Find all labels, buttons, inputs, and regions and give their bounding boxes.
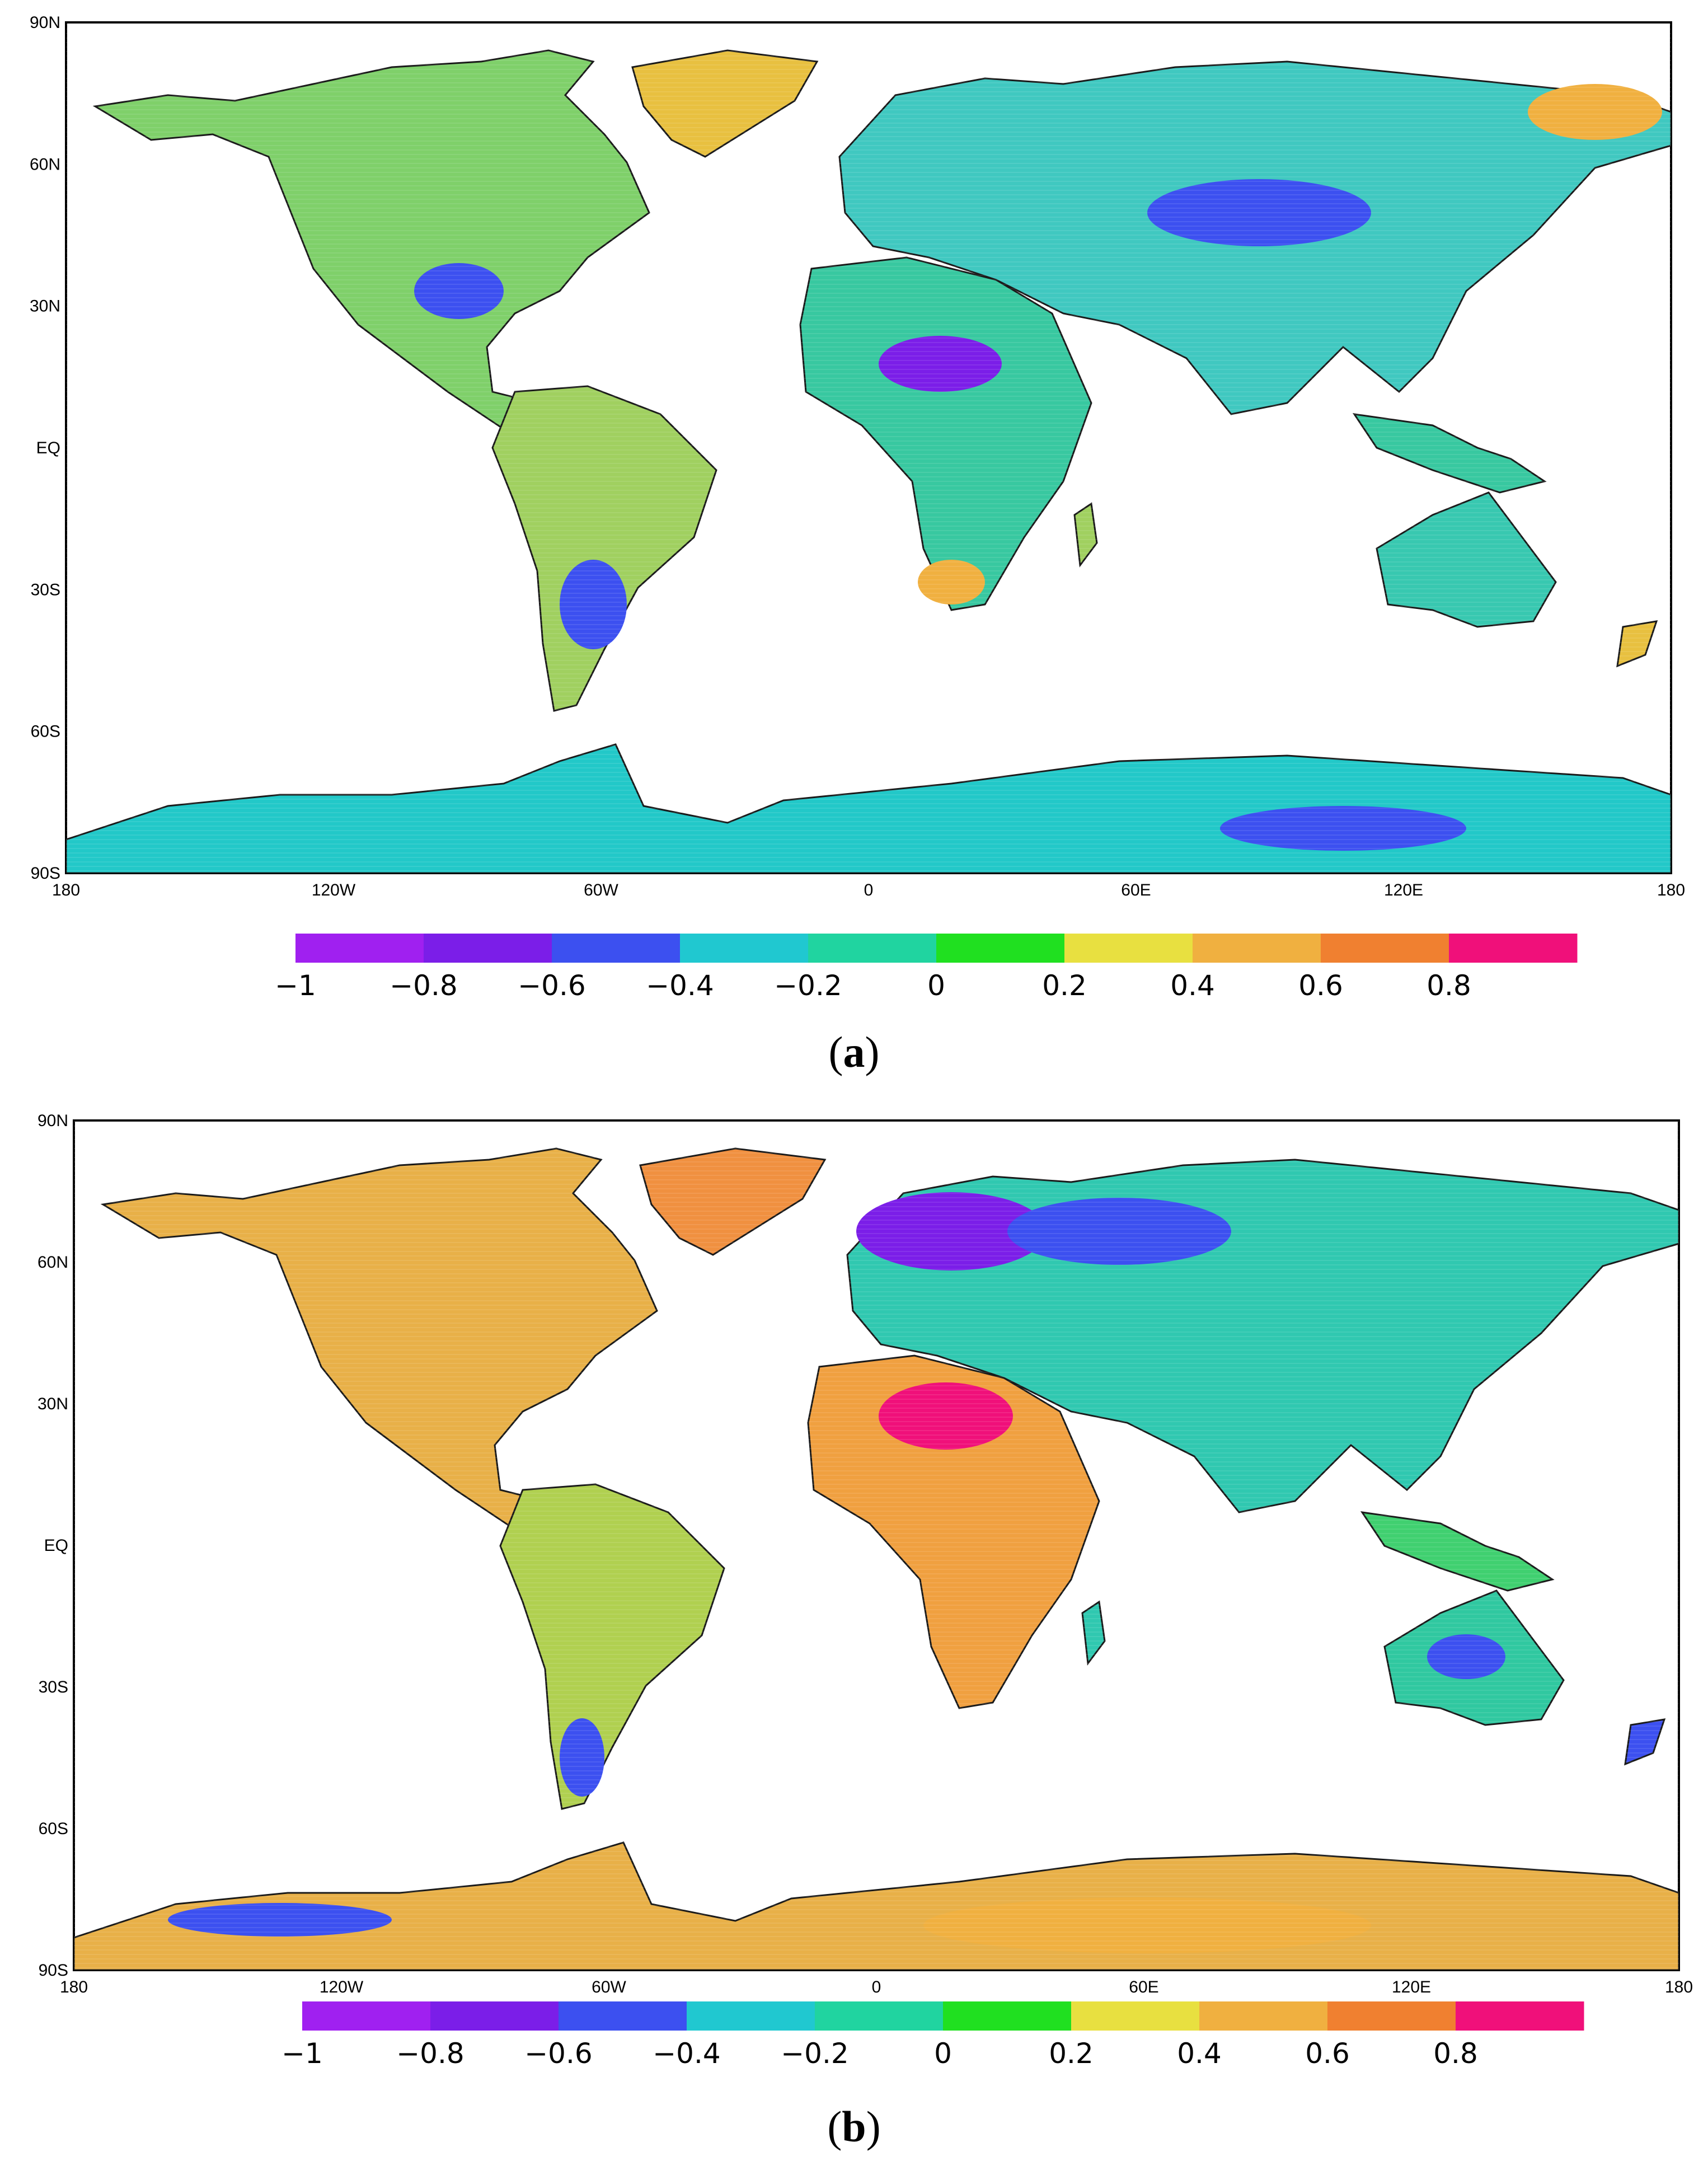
colorbar-label: 0.6 <box>1298 969 1343 1002</box>
panel-label-b: (b) <box>827 2102 881 2151</box>
colorbar-label: 0.2 <box>1042 969 1087 1002</box>
colorbar-label: 0.8 <box>1433 2037 1478 2070</box>
colorbar-swatch <box>815 2001 944 2031</box>
colorbar-label: −0.2 <box>774 969 842 1002</box>
colorbar-label: −1 <box>281 2037 323 2070</box>
colorbar-label: 0.4 <box>1177 2037 1222 2070</box>
colorbar-label: 0.4 <box>1170 969 1215 1002</box>
colorbar-label: 0 <box>927 969 945 1002</box>
lon-tick-label: 60E <box>1121 881 1151 899</box>
panel-label-a: (a) <box>828 1028 880 1076</box>
colorbar-swatch <box>808 934 937 963</box>
map-panel-b: 180 120W 60W 0 60E 120E 180 90N 60N 30N EQ 30S 60S 9… <box>0 1097 1708 2180</box>
colorbar-label: −0.6 <box>518 969 585 1002</box>
continents-a <box>66 22 1671 873</box>
lat-tick-label: 30S <box>39 1678 68 1696</box>
colorbar-swatch <box>680 934 809 963</box>
lat-tick-label: 90N <box>37 1112 68 1130</box>
colorbar-swatch <box>687 2001 815 2031</box>
colorbar-label: −0.8 <box>390 969 457 1002</box>
lon-tick-label: 60W <box>592 1978 626 1996</box>
lon-tick-labels-a: 180 120W 60W 0 60E 120E 180 <box>52 881 1685 899</box>
lat-tick-label: 90S <box>31 864 60 883</box>
colorbar-swatch <box>1193 934 1321 963</box>
lon-tick-label: 180 <box>1657 881 1685 899</box>
colorbar-label: −0.4 <box>646 969 714 1002</box>
lat-tick-labels-a: 90N 60N 30N EQ 30S 60S 90S <box>30 13 60 883</box>
colorbar-swatch <box>552 934 681 963</box>
colorbar-swatch <box>1064 934 1193 963</box>
colorbar-swatch <box>1449 934 1578 963</box>
colorbar-a: −1 −0.8 −0.6 −0.4 −0.2 0 0.2 0.4 0.6 0.8 <box>275 934 1578 1002</box>
lon-tick-label: 180 <box>60 1978 88 1996</box>
lat-tick-label: 90S <box>39 1961 68 1980</box>
lat-tick-label: 30S <box>31 580 60 599</box>
lat-tick-label: 60S <box>31 723 60 741</box>
lon-tick-label: 120E <box>1384 881 1423 899</box>
colorbar-label: 0.8 <box>1427 969 1471 1002</box>
lat-tick-labels-b: 90N 60N 30N EQ 30S 60S 90S <box>37 1112 68 1980</box>
colorbar-label: 0.2 <box>1049 2037 1094 2070</box>
colorbar-swatch <box>430 2001 559 2031</box>
lat-tick-label: 60N <box>37 1253 68 1272</box>
lat-tick-label: 60N <box>30 155 60 174</box>
lat-tick-label: 90N <box>30 13 60 32</box>
lon-tick-label: 120W <box>320 1978 364 1996</box>
colorbar-swatch <box>1321 934 1449 963</box>
land-texture-b <box>74 1121 1679 1970</box>
lon-tick-label: 180 <box>52 881 80 899</box>
colorbar-swatch <box>559 2001 687 2031</box>
lon-tick-label: 60E <box>1129 1978 1158 1996</box>
lon-tick-label: 120W <box>312 881 356 899</box>
lon-tick-labels-b: 180 120W 60W 0 60E 120E 180 <box>60 1978 1693 1996</box>
colorbar-swatch <box>1071 2001 1200 2031</box>
colorbar-swatch <box>295 934 424 963</box>
lon-tick-label: 180 <box>1665 1978 1693 1996</box>
lat-tick-label: EQ <box>36 439 60 457</box>
map-a-svg: 180 120W 60W 0 60E 120E 180 90N60N30NEQ30S60S9… <box>30 13 1685 1002</box>
lon-tick-label: 0 <box>864 881 874 899</box>
colorbar-swatch <box>1199 2001 1328 2031</box>
colorbar-swatch <box>943 2001 1072 2031</box>
colorbar-swatch <box>936 934 1065 963</box>
lon-tick-label: 60W <box>584 881 618 899</box>
colorbar-b: −1 −0.8 −0.6 −0.4 −0.2 0 0.2 0.4 0.6 0.8 <box>281 2001 1584 2070</box>
lat-tick-label: 60S <box>39 1820 68 1838</box>
map-b-svg: 180 120W 60W 0 60E 120E 180 90N60N30NEQ30S60S9… <box>37 1112 1693 2070</box>
colorbar-label: 0 <box>934 2037 952 2070</box>
lat-tick-label: 30N <box>30 297 60 316</box>
colorbar-label: −0.6 <box>524 2037 592 2070</box>
lat-tick-label: 30N <box>37 1395 68 1413</box>
continents-b <box>74 1121 1679 1970</box>
colorbar-swatch <box>1327 2001 1456 2031</box>
lat-tick-label: EQ <box>44 1536 68 1555</box>
colorbar-label: 0.6 <box>1305 2037 1350 2070</box>
colorbar-label: −0.2 <box>781 2037 848 2070</box>
colorbar-label: −0.4 <box>653 2037 720 2070</box>
land-texture-a <box>66 22 1671 873</box>
map-panel-a: 180 120W 60W 0 60E 120E 180 90N 60N 30N EQ 30S 60S 9… <box>30 13 1685 1076</box>
colorbar-swatch <box>302 2001 431 2031</box>
lon-tick-label: 0 <box>872 1978 881 1996</box>
colorbar-label: −0.8 <box>396 2037 464 2070</box>
lon-tick-label: 120E <box>1392 1978 1431 1996</box>
colorbar-swatch <box>424 934 552 963</box>
colorbar-swatch <box>1456 2001 1584 2031</box>
colorbar-label: −1 <box>275 969 316 1002</box>
